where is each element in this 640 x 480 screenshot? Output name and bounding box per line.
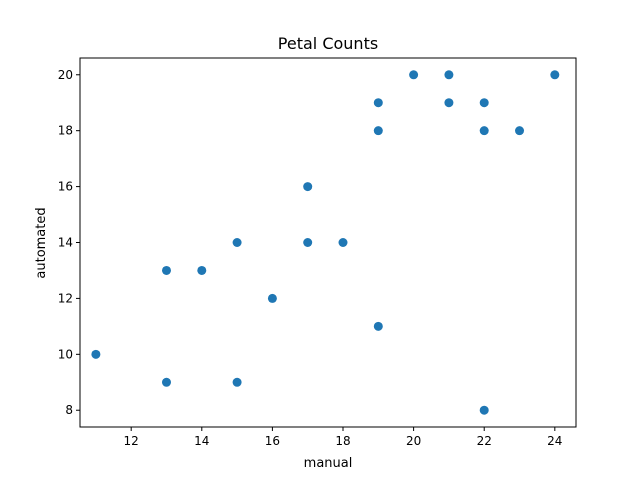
data-point — [197, 265, 207, 275]
data-points — [91, 70, 560, 415]
data-point — [232, 377, 242, 387]
data-point — [232, 238, 242, 247]
x-axis-label: manual — [304, 456, 353, 471]
data-point — [373, 126, 383, 136]
x-tick-label: 16 — [265, 434, 280, 448]
x-tick-label: 12 — [124, 434, 139, 448]
data-point — [161, 377, 171, 387]
y-tick-label: 12 — [58, 291, 73, 305]
x-tick-label: 24 — [547, 434, 562, 448]
data-point — [303, 238, 313, 247]
data-point — [303, 182, 313, 192]
x-tick-label: 20 — [406, 434, 421, 448]
data-point — [444, 98, 454, 108]
y-tick-label: 8 — [65, 403, 73, 417]
data-point — [161, 265, 171, 275]
data-point — [444, 70, 454, 80]
data-point — [338, 238, 348, 247]
axes-frame — [79, 57, 577, 428]
data-point — [373, 98, 383, 108]
y-axis: 8 10 12 14 16 18 20 — [58, 68, 80, 417]
data-point — [479, 98, 489, 108]
data-point — [373, 321, 383, 331]
x-axis: 12 14 16 18 20 22 24 — [124, 427, 562, 448]
y-tick-label: 16 — [58, 180, 73, 194]
y-tick-label: 20 — [58, 68, 73, 82]
data-point — [409, 70, 419, 80]
data-point — [479, 405, 489, 415]
data-point — [550, 70, 560, 80]
chart-title: Petal Counts — [278, 34, 378, 53]
y-tick-label: 14 — [58, 236, 73, 250]
x-tick-label: 14 — [194, 434, 209, 448]
y-axis-label: automated — [34, 207, 49, 278]
data-point — [91, 349, 101, 359]
x-tick-label: 22 — [477, 434, 492, 448]
data-point — [479, 126, 489, 136]
data-point — [267, 293, 277, 303]
y-tick-label: 18 — [58, 124, 73, 138]
x-tick-label: 18 — [335, 434, 350, 448]
plot-area: 12 14 16 18 20 22 24 8 10 12 14 16 18 20 — [58, 57, 577, 448]
data-point — [515, 126, 525, 136]
y-tick-label: 10 — [58, 347, 73, 361]
